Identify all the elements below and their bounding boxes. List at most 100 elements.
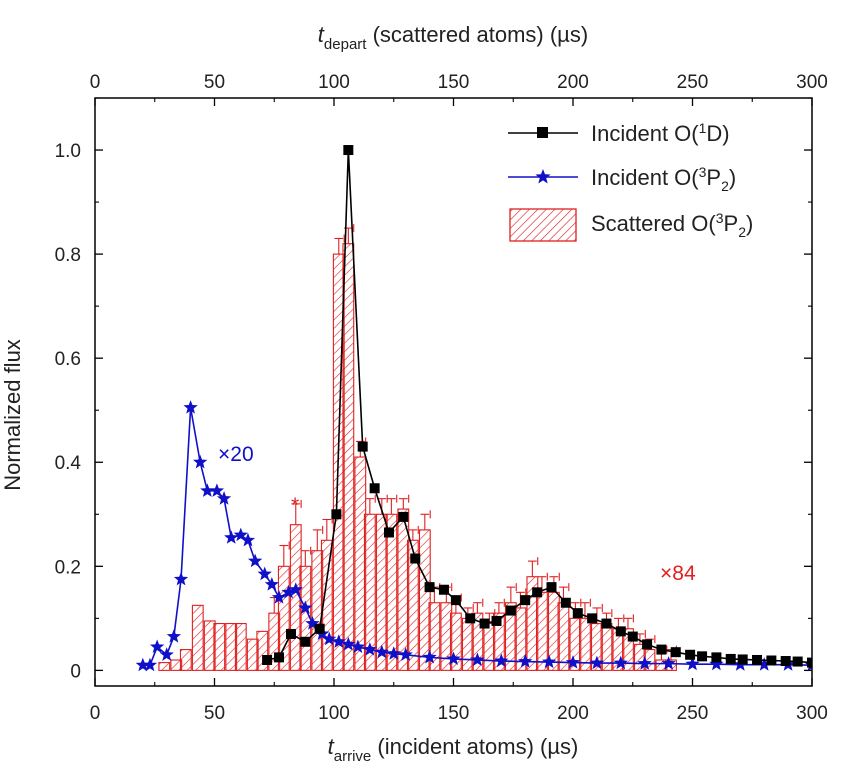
scattered-bar bbox=[299, 565, 312, 671]
scattered-bar bbox=[213, 623, 226, 671]
incident-3p2-point bbox=[494, 653, 509, 668]
incident-3p2-point bbox=[331, 634, 346, 648]
legend-item-incident-1d: Incident O(1D) bbox=[508, 120, 730, 146]
incident-3p2-point bbox=[661, 656, 676, 670]
incident-1d-point bbox=[410, 553, 421, 564]
incident-1d-point bbox=[314, 623, 325, 634]
incident-3p2-point bbox=[257, 566, 272, 581]
legend-label-incident-1d: Incident O(1D) bbox=[591, 120, 730, 146]
incident-3p2-point bbox=[446, 651, 461, 666]
incident-1d-point bbox=[780, 656, 791, 667]
incident-3p2-point bbox=[341, 636, 356, 651]
incident-3p2-point bbox=[183, 400, 198, 414]
incident-1d-point bbox=[766, 655, 777, 666]
scattered-bar bbox=[158, 662, 171, 671]
x2-tick-label: 50 bbox=[204, 72, 225, 93]
x-axis-title: tarrive (incident atoms) (µs) bbox=[328, 734, 579, 765]
x2-tick-label: 250 bbox=[677, 72, 709, 93]
y-axis-title: Normalized flux bbox=[0, 339, 25, 491]
x-tick-label: 250 bbox=[677, 703, 709, 724]
incident-3p2-point bbox=[288, 582, 303, 596]
incident-3p2-point bbox=[224, 530, 239, 544]
y-tick-label: 0 bbox=[70, 661, 81, 682]
incident-3p2-point bbox=[518, 654, 533, 668]
scattered-bar bbox=[191, 604, 204, 671]
y-tick-label: 0.6 bbox=[55, 349, 81, 370]
scattered-marker-star: * bbox=[291, 494, 299, 517]
incident-1d-point bbox=[438, 584, 449, 595]
incident-3p2-point bbox=[422, 649, 437, 664]
incident-3p2-point bbox=[374, 644, 389, 659]
incident-1d-point bbox=[520, 595, 531, 606]
scattered-bar bbox=[179, 649, 192, 671]
incident-3p2-point bbox=[685, 656, 700, 671]
incident-3p2-point bbox=[757, 657, 772, 671]
incident-3p2-point bbox=[281, 584, 296, 599]
x-tick-label: 0 bbox=[90, 703, 101, 724]
x2-tick-label: 100 bbox=[318, 72, 350, 93]
incident-3p2-point bbox=[470, 652, 485, 667]
incident-3p2-point bbox=[173, 571, 189, 586]
incident-1d-point bbox=[807, 657, 812, 668]
incident-3p2-point bbox=[613, 655, 628, 670]
incident-1d-point bbox=[343, 145, 354, 156]
legend-label-incident-3p2: Incident O(3P2) bbox=[591, 164, 736, 194]
scattered-bar bbox=[234, 623, 247, 671]
legend-item-incident-3p2: Incident O(3P2) bbox=[508, 164, 736, 194]
x-tick-label: 150 bbox=[438, 703, 470, 724]
incident-3p2-point bbox=[637, 656, 652, 670]
x-tick-label: 300 bbox=[796, 703, 828, 724]
y-tick-label: 0.4 bbox=[55, 453, 82, 474]
legend-hatch-swatch bbox=[509, 208, 577, 242]
incident-3p2-point bbox=[209, 483, 225, 497]
incident-1d-point bbox=[560, 597, 571, 608]
incident-3p2-point bbox=[362, 642, 377, 656]
x-tick-label: 200 bbox=[557, 703, 589, 724]
incident-1d-point bbox=[615, 626, 626, 637]
incident-1d-point bbox=[627, 631, 638, 642]
y-tick-label: 0.2 bbox=[55, 557, 81, 578]
incident-3p2-point bbox=[709, 656, 724, 671]
incident-3p2-point bbox=[193, 454, 208, 469]
incident-1d-point bbox=[725, 653, 736, 664]
incident-1d-point bbox=[642, 639, 653, 650]
incident-1d-point bbox=[752, 654, 763, 665]
x2-tick-label: 200 bbox=[557, 72, 589, 93]
legend-label-scattered: Scattered O(3P2) bbox=[591, 210, 753, 240]
x2-tick-label: 300 bbox=[796, 72, 828, 93]
incident-3p2-point bbox=[159, 647, 174, 661]
x2-tick-label: 150 bbox=[438, 72, 470, 93]
incident-3p2-point bbox=[298, 600, 313, 615]
incident-1d-point bbox=[792, 656, 803, 667]
incident-3p2-point bbox=[350, 639, 366, 654]
incident-1d-point bbox=[587, 613, 598, 624]
axis-ticks: 0 50 100 150 200 250 300 0 50 100 150 200 250 300 0 0.2… bbox=[55, 72, 828, 724]
incident-1d-point bbox=[737, 654, 748, 665]
x2-tick-label: 0 bbox=[90, 72, 101, 93]
scattered-bar bbox=[256, 630, 269, 671]
incident-3p2-point bbox=[271, 590, 287, 604]
incident-3p2-scale-label: ×20 bbox=[218, 443, 254, 466]
incident-1d-point bbox=[711, 652, 722, 663]
incident-1d-point bbox=[331, 509, 342, 520]
incident-3p2-point bbox=[200, 483, 215, 497]
incident-1d-point bbox=[572, 608, 583, 619]
x-tick-label: 50 bbox=[204, 703, 225, 724]
incident-1d-point bbox=[685, 649, 696, 660]
incident-1d-point bbox=[450, 595, 461, 606]
incident-3p2-point bbox=[233, 527, 248, 542]
legend-item-scattered: Scattered O(3P2) bbox=[509, 208, 753, 242]
x-tick-label: 100 bbox=[318, 703, 350, 724]
incident-1d-point bbox=[479, 618, 490, 629]
incident-3p2-point bbox=[398, 647, 413, 661]
incident-lines bbox=[135, 145, 812, 672]
x2-axis-title: tdepart (scattered atoms) (µs) bbox=[318, 22, 588, 53]
incident-1d-point bbox=[656, 644, 667, 655]
incident-1d-point bbox=[532, 587, 543, 598]
incident-1d-point bbox=[383, 527, 394, 538]
incident-1d-point bbox=[300, 636, 311, 647]
incident-1d-point bbox=[369, 483, 380, 494]
scattered-bar bbox=[342, 243, 355, 671]
incident-3p2-point bbox=[135, 657, 150, 672]
